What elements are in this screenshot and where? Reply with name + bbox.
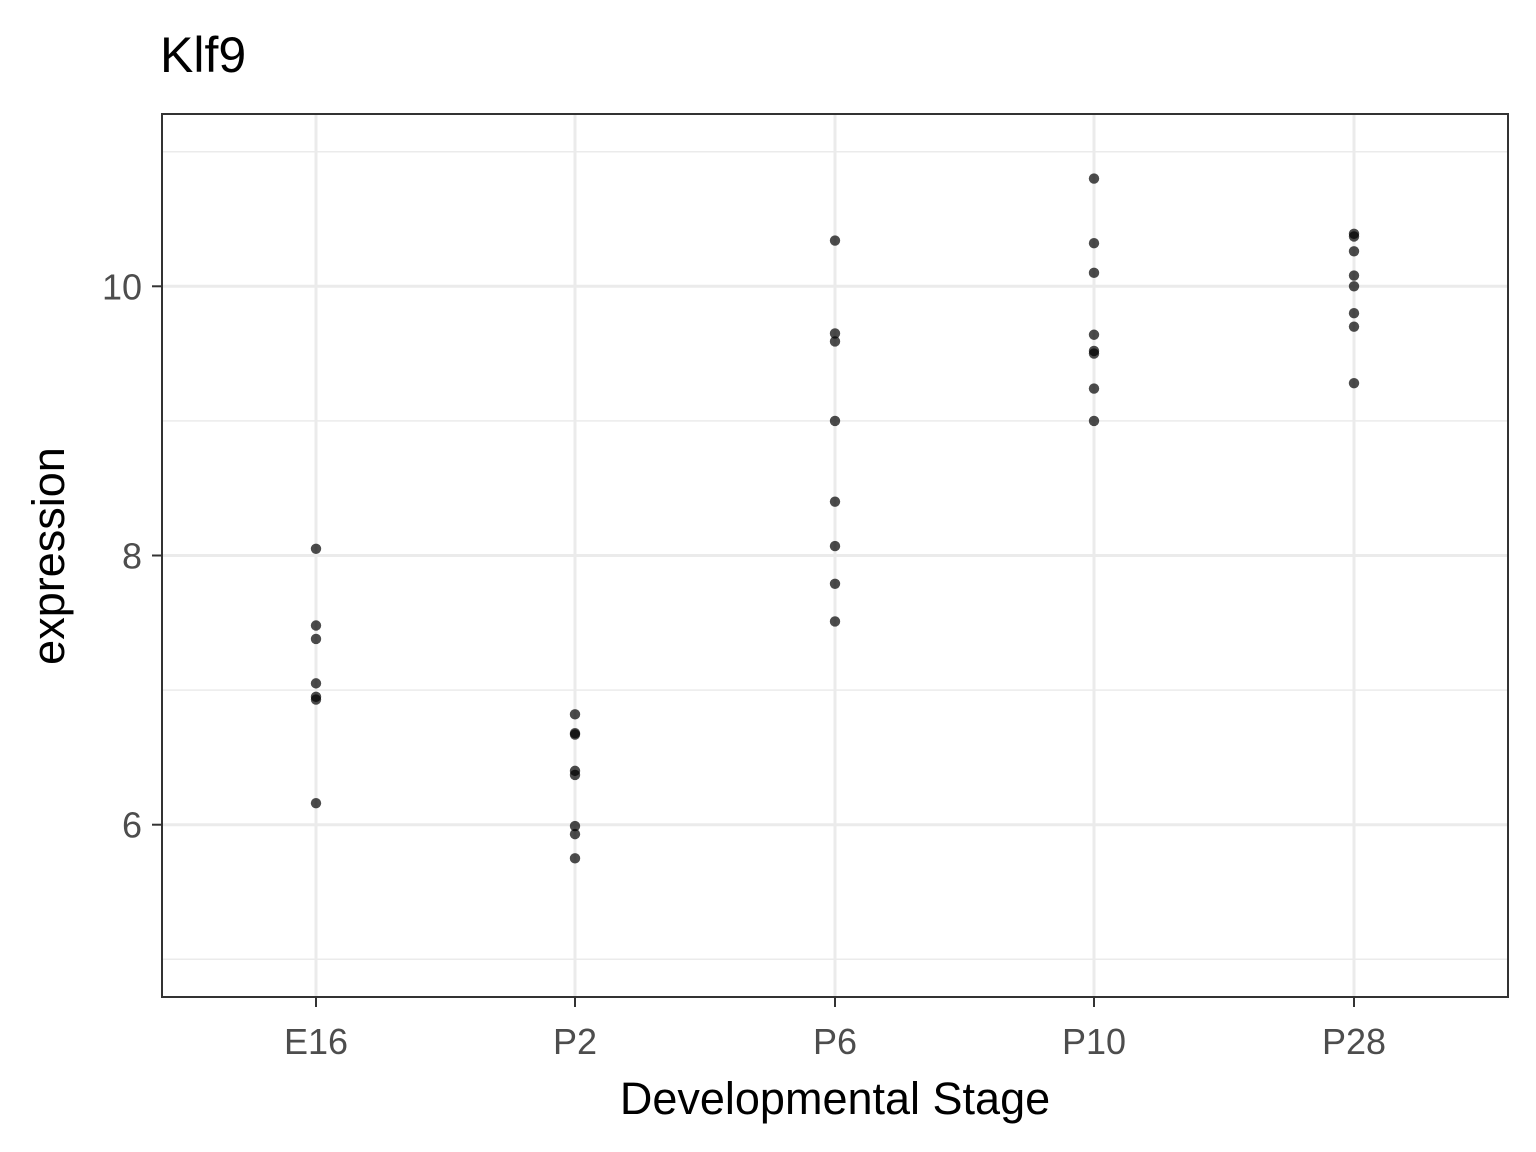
data-point [829, 578, 841, 589]
data-point [1348, 246, 1360, 257]
x-tick-label: P6 [813, 1021, 857, 1062]
data-point [1088, 238, 1100, 249]
data-point [1348, 308, 1360, 319]
data-point [829, 496, 841, 507]
data-point [569, 729, 581, 740]
data-point [829, 415, 841, 427]
x-tick-label: P2 [553, 1021, 597, 1062]
data-point [1348, 281, 1360, 292]
data-point [569, 828, 581, 840]
data-point [1088, 383, 1100, 394]
y-tick-label: 6 [122, 805, 142, 846]
data-point [569, 709, 581, 720]
data-point [1348, 231, 1360, 242]
data-point [310, 694, 322, 705]
y-axis: 6 8 10 [102, 266, 162, 846]
data-point [829, 336, 841, 347]
data-point [829, 235, 841, 246]
data-point [829, 616, 841, 627]
data-point [1088, 267, 1100, 279]
data-point [1088, 415, 1100, 427]
data-point [829, 540, 841, 552]
y-tick-label: 8 [122, 536, 142, 577]
chart-title: Klf9 [160, 27, 246, 83]
y-tick-label: 10 [102, 266, 142, 307]
x-axis-title: Developmental Stage [620, 1073, 1050, 1124]
data-point [569, 853, 581, 864]
data-point [310, 678, 322, 689]
data-point [1348, 270, 1360, 281]
x-tick-label: E16 [284, 1021, 348, 1062]
data-point [310, 620, 322, 631]
plot-panel [161, 113, 1509, 998]
data-point [1348, 321, 1360, 332]
data-point [569, 769, 581, 781]
data-point [829, 328, 841, 339]
x-axis: E16 P2 P6 P10 P28 [284, 997, 1386, 1062]
x-tick-label: P28 [1322, 1021, 1386, 1062]
data-point [1088, 173, 1100, 184]
major-gridlines [162, 114, 1508, 997]
data-point [1088, 348, 1100, 359]
data-point [310, 633, 322, 645]
data-point [310, 797, 322, 809]
data-point [1088, 329, 1100, 340]
data-point [1348, 378, 1360, 389]
data-point [569, 820, 581, 832]
data-point [310, 543, 322, 554]
x-tick-label: P10 [1062, 1021, 1126, 1062]
y-axis-title: expression [23, 447, 74, 665]
data-points [310, 173, 1360, 864]
